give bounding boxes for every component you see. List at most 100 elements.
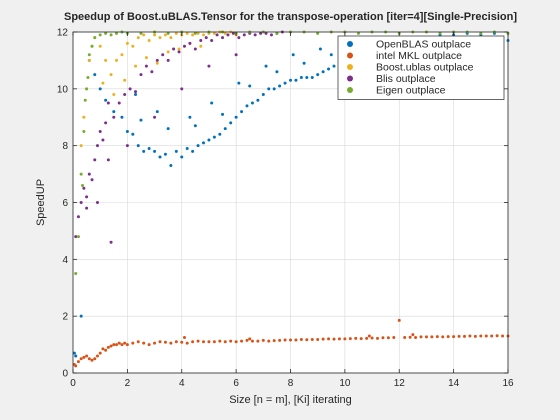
data-point bbox=[202, 33, 205, 37]
data-point bbox=[386, 336, 390, 340]
data-point bbox=[98, 87, 102, 91]
data-point bbox=[204, 36, 208, 40]
data-point bbox=[182, 44, 186, 48]
data-point bbox=[193, 31, 197, 35]
data-point bbox=[72, 351, 76, 355]
data-point bbox=[221, 36, 225, 40]
data-point bbox=[120, 343, 124, 347]
x-tick-label: 10 bbox=[339, 378, 351, 389]
data-point bbox=[115, 343, 118, 347]
data-point bbox=[408, 335, 412, 339]
data-point bbox=[87, 58, 91, 62]
data-point bbox=[237, 81, 241, 85]
data-point bbox=[299, 75, 303, 79]
data-point bbox=[367, 334, 371, 338]
data-point bbox=[193, 124, 197, 128]
data-point bbox=[250, 101, 254, 105]
data-point bbox=[117, 101, 121, 105]
data-point bbox=[495, 334, 499, 338]
data-point bbox=[155, 110, 159, 114]
data-point bbox=[169, 36, 173, 40]
data-point bbox=[267, 339, 271, 343]
data-point bbox=[438, 31, 442, 35]
data-point bbox=[199, 44, 203, 48]
data-point bbox=[180, 155, 184, 159]
data-point bbox=[166, 31, 170, 35]
data-point bbox=[158, 340, 162, 344]
y-tick-label: 0 bbox=[62, 369, 68, 380]
data-point bbox=[207, 138, 211, 142]
data-point bbox=[166, 127, 170, 131]
y-tick-label: 4 bbox=[62, 255, 68, 266]
data-point bbox=[177, 50, 181, 54]
data-point bbox=[139, 73, 143, 77]
data-point bbox=[104, 121, 108, 125]
data-point bbox=[299, 337, 303, 341]
data-point bbox=[131, 341, 135, 345]
legend-label: Blis outplace bbox=[376, 73, 436, 85]
data-point bbox=[169, 341, 173, 345]
data-point bbox=[93, 73, 97, 77]
data-point bbox=[337, 337, 341, 341]
data-point bbox=[174, 149, 178, 153]
data-point bbox=[316, 337, 320, 341]
data-point bbox=[134, 90, 138, 94]
data-point bbox=[79, 144, 83, 148]
data-point bbox=[191, 340, 195, 344]
data-point bbox=[93, 357, 97, 361]
data-point bbox=[256, 339, 260, 343]
data-point bbox=[120, 53, 124, 57]
x-tick-label: 8 bbox=[288, 378, 294, 389]
data-point bbox=[411, 333, 415, 337]
data-point bbox=[424, 335, 428, 339]
data-point bbox=[185, 31, 189, 35]
data-point bbox=[166, 50, 170, 54]
data-point bbox=[289, 78, 292, 82]
data-point bbox=[128, 87, 132, 91]
data-point bbox=[139, 31, 143, 35]
data-point bbox=[381, 336, 385, 340]
data-point bbox=[484, 334, 488, 338]
data-point bbox=[142, 149, 146, 153]
legend-marker bbox=[347, 52, 353, 59]
data-point bbox=[150, 70, 154, 74]
data-point bbox=[87, 357, 91, 361]
data-point bbox=[264, 31, 268, 35]
data-point bbox=[269, 33, 273, 37]
data-point bbox=[397, 318, 401, 322]
data-point bbox=[106, 158, 110, 162]
data-point bbox=[370, 336, 374, 340]
x-tick-label: 2 bbox=[125, 378, 131, 389]
data-point bbox=[112, 115, 116, 119]
x-tick-label: 6 bbox=[233, 378, 239, 389]
data-point bbox=[104, 98, 108, 102]
data-point bbox=[229, 339, 233, 343]
data-point bbox=[87, 172, 91, 176]
data-point bbox=[76, 360, 80, 364]
data-point bbox=[275, 70, 279, 74]
x-tick-label: 14 bbox=[448, 378, 460, 389]
data-point bbox=[446, 335, 450, 339]
data-point bbox=[457, 334, 461, 338]
data-point bbox=[199, 39, 203, 43]
legend-label: OpenBLAS outplace bbox=[376, 39, 471, 51]
data-point bbox=[223, 127, 227, 131]
data-point bbox=[305, 75, 309, 79]
data-point bbox=[479, 334, 483, 338]
data-point bbox=[90, 44, 94, 48]
data-point bbox=[310, 337, 314, 341]
data-point bbox=[142, 341, 146, 345]
data-point bbox=[169, 164, 173, 168]
legend-label: Eigen outplace bbox=[376, 85, 446, 97]
data-point bbox=[109, 33, 113, 37]
data-point bbox=[144, 64, 148, 68]
data-point bbox=[131, 44, 135, 48]
data-point bbox=[125, 144, 129, 148]
x-tick-label: 0 bbox=[70, 378, 76, 389]
legend-box bbox=[337, 35, 505, 100]
data-point bbox=[82, 115, 86, 119]
data-point bbox=[278, 84, 282, 88]
data-point bbox=[237, 36, 241, 40]
data-point bbox=[318, 47, 322, 51]
data-point bbox=[264, 64, 268, 68]
